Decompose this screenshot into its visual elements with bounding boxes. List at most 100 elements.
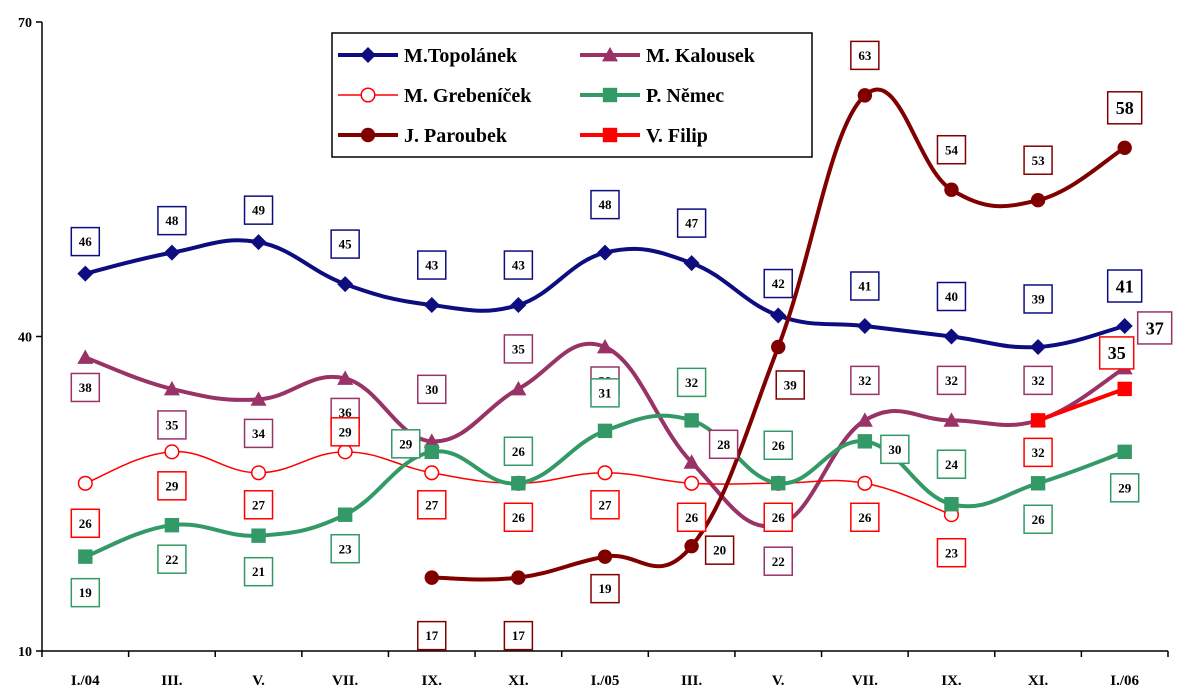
data-label-text: 26	[512, 510, 526, 525]
data-point-marker	[683, 255, 700, 272]
data-label-box	[503, 334, 534, 364]
data-label-text: 32	[685, 375, 698, 390]
data-label-box	[70, 508, 101, 539]
legend-item: J. Paroubek	[338, 125, 508, 147]
data-point-marker	[423, 433, 440, 448]
data-label-box	[1098, 336, 1135, 370]
data-point-marker	[944, 497, 959, 512]
data-label-box	[243, 195, 274, 225]
data-label-box	[708, 429, 739, 460]
data-label: 19	[590, 573, 620, 604]
data-label-text: 29	[1118, 480, 1132, 495]
data-label-box	[936, 134, 967, 165]
data-label-text: 22	[165, 552, 178, 567]
data-label-text: 29	[339, 424, 353, 439]
data-label-text: 58	[1116, 98, 1134, 118]
legend-item: M. Kalousek	[580, 45, 756, 67]
data-label-box	[850, 502, 880, 533]
data-label-text: 35	[165, 417, 179, 432]
data-label-box	[330, 533, 360, 564]
series-lines	[77, 87, 1133, 585]
data-label: 41	[850, 271, 880, 301]
data-label-text: 41	[858, 279, 871, 294]
legend-label: P. Němec	[646, 85, 724, 107]
data-label: 21	[243, 556, 274, 587]
data-label-text: 36	[339, 405, 353, 420]
series-0	[77, 234, 1133, 355]
data-label-text: 47	[685, 216, 699, 231]
data-label-text: 30	[425, 382, 438, 397]
data-point-marker	[250, 391, 267, 406]
data-point-marker	[423, 297, 440, 314]
data-label: 32	[850, 365, 880, 396]
data-label: 48	[590, 189, 620, 220]
data-point-marker	[856, 318, 873, 335]
data-point-marker	[163, 244, 180, 261]
data-label-text: 19	[599, 581, 613, 596]
data-label: 30	[417, 374, 447, 405]
data-label-box	[936, 449, 967, 479]
data-label: 42	[763, 268, 793, 299]
data-label: 45	[330, 229, 360, 259]
data-point-marker	[597, 423, 613, 439]
data-label-box	[1106, 91, 1143, 125]
data-label-text: 48	[165, 213, 179, 228]
data-label-text: 22	[772, 554, 785, 569]
x-tick-label: III.	[681, 673, 703, 689]
data-label: 35	[157, 410, 187, 440]
data-label-text: 26	[512, 444, 526, 459]
data-label-box	[243, 418, 274, 449]
data-label-text: 20	[713, 543, 726, 558]
data-label: 58	[1106, 91, 1143, 125]
data-label-box	[1106, 269, 1143, 303]
data-label: 43	[503, 250, 534, 280]
data-point-marker	[511, 476, 526, 491]
data-point-marker	[943, 328, 960, 345]
data-label: 29	[157, 471, 187, 501]
data-point-marker	[597, 549, 613, 564]
data-label-box	[880, 434, 910, 465]
data-label: 32	[676, 367, 707, 398]
data-label: 26	[763, 430, 793, 461]
data-label-box	[590, 573, 620, 604]
data-label: 63	[850, 40, 880, 71]
data-label-box	[936, 537, 967, 568]
data-label: 27	[243, 490, 274, 520]
data-label: 29	[330, 417, 360, 447]
data-label: 35	[503, 334, 534, 364]
data-label-text: 27	[425, 497, 439, 512]
data-label-box	[391, 429, 421, 459]
series-5	[1030, 381, 1132, 428]
data-label: 53	[1023, 145, 1053, 175]
data-label-text: 43	[425, 258, 439, 273]
data-label-box	[763, 430, 793, 461]
data-label-text: 29	[399, 436, 413, 451]
data-point-marker	[1030, 413, 1046, 428]
series-1	[77, 338, 1133, 532]
data-label-text: 34	[252, 426, 266, 441]
data-label: 29	[391, 429, 421, 459]
data-label-box	[1023, 365, 1053, 396]
data-point-marker	[251, 528, 266, 543]
data-point-marker	[1117, 140, 1132, 155]
data-label-text: 48	[599, 197, 613, 212]
data-point-marker	[771, 476, 786, 491]
data-label-text: 27	[252, 497, 266, 512]
data-label: 22	[157, 544, 187, 574]
data-label-box	[503, 250, 534, 280]
data-label-box	[157, 205, 187, 236]
data-label-box	[1023, 437, 1053, 468]
data-label-text: 35	[1108, 343, 1126, 363]
data-label-text: 40	[945, 289, 958, 304]
data-point-marker	[944, 182, 959, 197]
data-label: 48	[157, 205, 187, 236]
x-tick-label: I./06	[1110, 673, 1139, 689]
data-label-box	[590, 189, 620, 220]
data-label-text: 26	[772, 510, 786, 525]
data-label-text: 24	[945, 457, 959, 472]
data-label-box	[330, 417, 360, 447]
data-point-marker	[857, 434, 873, 449]
data-point-marker	[1116, 318, 1133, 335]
data-point-marker	[510, 297, 527, 314]
legend-label: V. Filip	[646, 125, 708, 147]
